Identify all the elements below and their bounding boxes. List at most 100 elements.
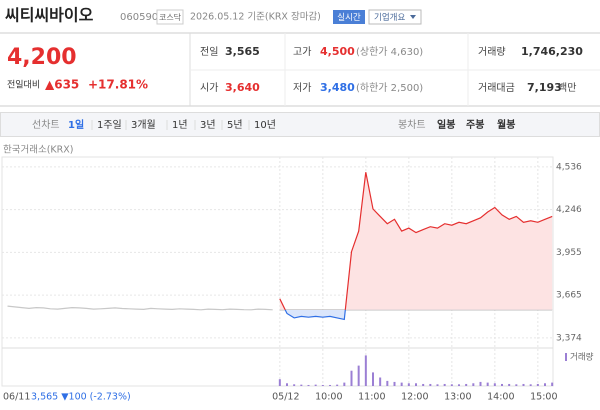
volume-bar bbox=[415, 383, 417, 386]
stat-label: 거래량 bbox=[478, 46, 506, 58]
dropdown-icon bbox=[410, 15, 416, 19]
x-tick-label: 11:00 bbox=[358, 392, 385, 403]
volume-bar bbox=[386, 380, 389, 386]
realtime[interactable]: 실시간 bbox=[337, 12, 361, 23]
realtime-badge[interactable] bbox=[333, 10, 365, 24]
period-tab[interactable]: 3년 bbox=[200, 119, 216, 131]
stat-label: 저가 bbox=[293, 82, 311, 94]
volume-bar bbox=[443, 383, 446, 386]
change-pct: +17.81% bbox=[88, 78, 148, 92]
stat-value: 4,500 bbox=[320, 45, 355, 58]
volume-bar bbox=[364, 355, 367, 386]
stat-extra: (하한가 2,500) bbox=[356, 81, 423, 94]
volume-bar bbox=[336, 384, 339, 386]
footer-value: 3,565 ▼100 (-2.73%) bbox=[31, 392, 131, 403]
period-tab[interactable]: 3개월 bbox=[131, 119, 156, 131]
stat-extra: (상한가 4,630) bbox=[356, 46, 423, 58]
volume-bar bbox=[501, 383, 503, 386]
y-tick-label: 3,955 bbox=[556, 248, 582, 258]
volume-bar bbox=[529, 384, 532, 386]
period-tab[interactable]: 1일 bbox=[68, 118, 84, 131]
area-below bbox=[279, 309, 553, 320]
volume-bar bbox=[407, 383, 410, 386]
volume-bar bbox=[551, 382, 554, 386]
volume-bar bbox=[508, 383, 511, 386]
volume-bar bbox=[544, 383, 546, 386]
period-tab[interactable]: 10년 bbox=[254, 119, 276, 131]
volume-bar bbox=[458, 384, 460, 386]
volume-bar bbox=[286, 383, 288, 386]
volume-bar bbox=[350, 370, 353, 386]
change-label: 전일대비 bbox=[7, 80, 40, 91]
volume-bar bbox=[314, 384, 317, 386]
plot-frame bbox=[1, 156, 554, 387]
price: 4,200 bbox=[7, 45, 77, 70]
stat-value: 3,640 bbox=[225, 81, 260, 94]
date: 2026.05.12 기준(KRX 장마감) bbox=[190, 11, 321, 23]
x-tick-label: 13:00 bbox=[444, 392, 471, 403]
volume-bar bbox=[493, 383, 496, 386]
stat-label: 전일 bbox=[200, 46, 218, 58]
candle-tab[interactable]: 주봉 bbox=[466, 119, 484, 131]
volume-bar bbox=[300, 384, 303, 386]
volume-bar bbox=[278, 379, 281, 386]
volume-bar bbox=[372, 372, 374, 386]
y-tick-label: 3,374 bbox=[556, 333, 582, 343]
area-above bbox=[279, 172, 553, 310]
overview[interactable]: 기업개요 bbox=[374, 12, 405, 23]
legend-label: 거래량 bbox=[570, 352, 594, 363]
overview-button[interactable] bbox=[368, 9, 422, 25]
volume-bar bbox=[422, 383, 425, 386]
volume-bar bbox=[357, 365, 360, 386]
volume-bar bbox=[379, 377, 382, 386]
volume-bar bbox=[307, 384, 310, 386]
candle-tab[interactable]: 일봉 bbox=[437, 118, 455, 131]
stat-label: 고가 bbox=[293, 46, 311, 58]
period-tab[interactable]: 1년 bbox=[172, 119, 188, 131]
price-line-up bbox=[279, 172, 553, 310]
volume-bar bbox=[472, 383, 475, 386]
x-tick-label: 05/12 bbox=[272, 392, 299, 403]
market: 코스닥 bbox=[159, 12, 182, 22]
y-tick-label: 4,246 bbox=[556, 205, 582, 215]
volume-bar bbox=[436, 384, 439, 386]
line-chart-label: 선차트 bbox=[32, 119, 60, 131]
period-tab[interactable]: 1주일 bbox=[97, 119, 122, 131]
volume-bar bbox=[486, 382, 489, 386]
stat-label: 시가 bbox=[200, 82, 218, 94]
volume-bar bbox=[515, 384, 518, 386]
change: ▲635 bbox=[45, 78, 79, 92]
volume-bar bbox=[536, 383, 539, 386]
stat-value: 3,565 bbox=[225, 45, 260, 58]
price-line-down bbox=[284, 309, 346, 321]
x-tick-label: 15:00 bbox=[530, 392, 557, 403]
y-tick-label: 3,665 bbox=[556, 291, 582, 301]
stat-value: 7,193 bbox=[527, 81, 562, 94]
volume-bar bbox=[479, 381, 482, 386]
volume-bar bbox=[393, 381, 396, 386]
x-tick-label: 10:00 bbox=[315, 392, 342, 403]
volume-bar bbox=[343, 382, 346, 386]
market-badge bbox=[156, 9, 184, 25]
volume-bar bbox=[293, 384, 296, 386]
stat-value: 1,746,230 bbox=[521, 45, 583, 58]
volume-bar bbox=[450, 384, 453, 386]
volume-bar bbox=[400, 382, 403, 386]
period-tab[interactable]: 5년 bbox=[227, 119, 243, 131]
x-tick-label: 14:00 bbox=[487, 392, 514, 403]
volume-bar bbox=[329, 384, 331, 386]
stock-code: 060590 bbox=[120, 12, 158, 23]
y-tick-label: 4,536 bbox=[556, 162, 582, 172]
source: 한국거래소(KRX) bbox=[3, 145, 73, 156]
candle-tab[interactable]: 월봉 bbox=[497, 119, 515, 131]
stock-name: 씨티씨바이오 bbox=[5, 6, 94, 25]
stat-value: 3,480 bbox=[320, 81, 355, 94]
stat-unit: 백만 bbox=[558, 82, 576, 94]
volume-bar bbox=[429, 383, 432, 386]
volume-bar bbox=[321, 384, 324, 386]
candle-chart-label: 봉차트 bbox=[398, 119, 426, 131]
x-tick-label: 12:00 bbox=[401, 392, 428, 403]
footer-date: 06/11 bbox=[3, 392, 30, 403]
stat-label: 거래대금 bbox=[478, 82, 515, 94]
